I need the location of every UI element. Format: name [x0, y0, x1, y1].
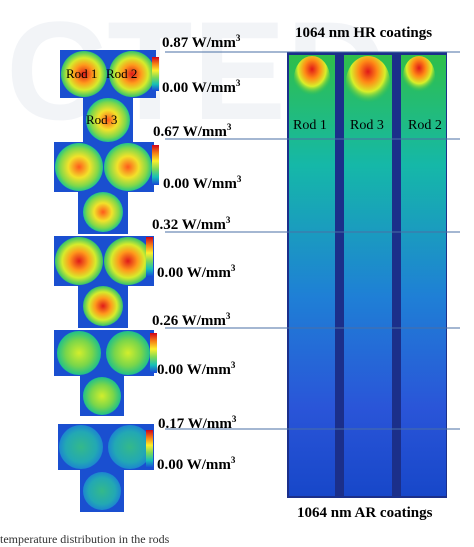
long-rod-2: [401, 55, 446, 496]
hr-coatings-label: 1064 nm HR coatings: [295, 25, 433, 41]
scale-2-max: 0.67 W/mm3: [153, 122, 232, 140]
colorbar-3: [146, 237, 153, 277]
colorbar-1: [152, 57, 159, 91]
colorbar-4: [150, 333, 157, 373]
scale-5-max: 0.17 W/mm3: [158, 414, 237, 432]
cross-section-3: [54, 236, 154, 328]
cross-section-2: [54, 142, 154, 234]
colorbar-2: [152, 145, 159, 185]
scale-4-min: 0.00 W/mm3: [157, 360, 236, 378]
cross-rod-label-3: Rod 3: [86, 112, 118, 127]
scale-1-max: 0.87 W/mm3: [162, 33, 241, 51]
ar-coatings-label: 1064 nm AR coatings: [297, 505, 433, 521]
caption-text: temperature distribution in the rods: [0, 532, 170, 546]
colorbar-5: [146, 430, 153, 468]
scale-3-min: 0.00 W/mm3: [157, 263, 236, 281]
long-rod-label-3: Rod 3: [350, 118, 384, 133]
cross-rod-label-1: Rod 1: [66, 66, 98, 81]
connector-lines: [165, 51, 460, 430]
long-rod-1: [289, 55, 335, 496]
long-rod-label-2: Rod 2: [408, 118, 442, 133]
scale-5-min: 0.00 W/mm3: [157, 455, 236, 473]
scale-3-max: 0.32 W/mm3: [152, 215, 231, 233]
long-rod-label-1: Rod 1: [293, 118, 327, 133]
cross-section-5: [58, 424, 154, 512]
scale-1-min: 0.00 W/mm3: [162, 78, 241, 96]
cross-rod-label-2: Rod 2: [106, 66, 138, 81]
scale-2-min: 0.00 W/mm3: [163, 174, 242, 192]
cross-section-4: [54, 330, 154, 416]
long-rod-3: [344, 55, 392, 496]
cross-section-1: [60, 50, 156, 143]
scale-4-max: 0.26 W/mm3: [152, 311, 231, 329]
